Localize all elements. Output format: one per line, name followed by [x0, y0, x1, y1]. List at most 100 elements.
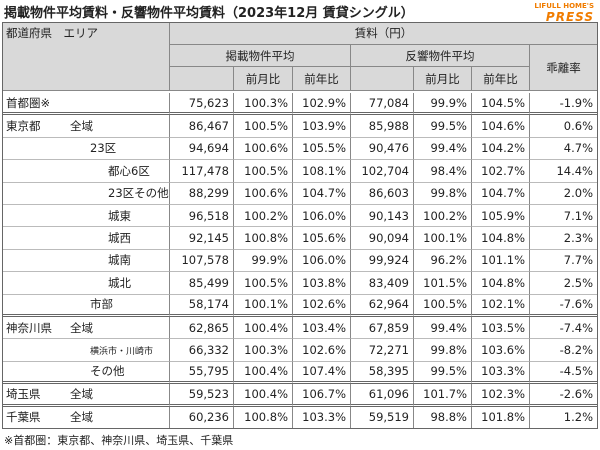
- value-cell: 90,476: [351, 137, 414, 161]
- value-cell: 106.0%: [293, 205, 351, 228]
- footnote: ※首都圏：東京都、神奈川県、埼玉県、千葉県: [4, 434, 234, 447]
- value-cell: 99.9%: [234, 249, 293, 273]
- area-name: 千葉県: [6, 410, 41, 425]
- value-cell: 101.1%: [472, 249, 530, 273]
- value-cell: 58,395: [351, 361, 414, 385]
- value-cell: -2.6%: [530, 384, 598, 407]
- area-name: 城東: [108, 208, 131, 223]
- value-cell: 102.9%: [293, 93, 351, 116]
- header-mom: 前月比: [234, 67, 293, 91]
- value-cell: -8.2%: [530, 339, 598, 362]
- value-cell: 107,578: [170, 249, 234, 273]
- area-cell: 市部: [2, 294, 170, 317]
- value-cell: 83,409: [351, 272, 414, 295]
- value-cell: 100.5%: [234, 115, 293, 138]
- value-cell: 100.6%: [234, 137, 293, 161]
- value-cell: 66,332: [170, 339, 234, 362]
- value-cell: 117,478: [170, 160, 234, 183]
- value-cell: 102.3%: [472, 384, 530, 407]
- area-name: 市部: [90, 297, 113, 312]
- value-cell: 100.5%: [234, 160, 293, 183]
- header-mom: 前月比: [414, 67, 472, 91]
- value-cell: 2.3%: [530, 227, 598, 250]
- value-cell: 99.9%: [414, 93, 472, 116]
- value-cell: 104.8%: [472, 227, 530, 250]
- value-cell: 104.7%: [472, 182, 530, 205]
- area-name: 23区: [90, 141, 117, 156]
- value-cell: 106.7%: [293, 384, 351, 407]
- value-cell: 106.0%: [293, 249, 351, 273]
- value-cell: 103.4%: [293, 317, 351, 340]
- value-cell: 100.6%: [234, 182, 293, 205]
- value-cell: 99.5%: [414, 115, 472, 138]
- value-cell: 103.5%: [472, 317, 530, 340]
- value-cell: 104.6%: [472, 115, 530, 138]
- value-cell: 67,859: [351, 317, 414, 340]
- area-name: 城南: [108, 253, 131, 268]
- area-name: 埼玉県: [6, 386, 41, 401]
- header-area: 都道府県 エリア: [2, 22, 170, 91]
- value-cell: 101.8%: [472, 406, 530, 429]
- area-scope: 全域: [70, 320, 93, 335]
- value-cell: 14.4%: [530, 160, 598, 183]
- value-cell: 103.3%: [293, 406, 351, 429]
- value-cell: 2.0%: [530, 182, 598, 205]
- value-cell: 85,988: [351, 115, 414, 138]
- value-cell: 100.5%: [414, 294, 472, 317]
- value-cell: 103.6%: [472, 339, 530, 362]
- value-cell: 61,096: [351, 384, 414, 407]
- value-cell: 88,299: [170, 182, 234, 205]
- area-cell: 東京都 全域: [2, 115, 170, 138]
- header-yoy: 前年比: [472, 67, 530, 91]
- value-cell: 85,499: [170, 272, 234, 295]
- value-cell: 100.8%: [234, 227, 293, 250]
- area-cell: 城北: [2, 272, 170, 295]
- value-cell: 100.1%: [414, 227, 472, 250]
- value-cell: 99.8%: [414, 339, 472, 362]
- value-cell: 100.4%: [234, 317, 293, 340]
- value-cell: 104.7%: [293, 182, 351, 205]
- value-cell: 90,094: [351, 227, 414, 250]
- value-cell: 1.2%: [530, 406, 598, 429]
- value-cell: 62,964: [351, 294, 414, 317]
- value-cell: 102.7%: [472, 160, 530, 183]
- area-cell: その他: [2, 361, 170, 385]
- value-cell: 92,145: [170, 227, 234, 250]
- value-cell: 103.3%: [472, 361, 530, 385]
- value-cell: 62,865: [170, 317, 234, 340]
- value-cell: 108.1%: [293, 160, 351, 183]
- value-cell: 103.8%: [293, 272, 351, 295]
- value-cell: 0.6%: [530, 115, 598, 138]
- area-name: 都心6区: [108, 163, 150, 178]
- area-cell: 首都圏※: [2, 93, 170, 116]
- area-cell: 23区: [2, 137, 170, 161]
- value-cell: 102.1%: [472, 294, 530, 317]
- value-cell: 75,623: [170, 93, 234, 116]
- value-cell: 59,523: [170, 384, 234, 407]
- value-cell: 105.6%: [293, 227, 351, 250]
- area-cell: 23区その他: [2, 182, 170, 205]
- area-cell: 神奈川県 全域: [2, 317, 170, 340]
- area-cell: 千葉県 全域: [2, 406, 170, 429]
- value-cell: 60,236: [170, 406, 234, 429]
- header-yoy: 前年比: [293, 67, 351, 91]
- value-cell: 72,271: [351, 339, 414, 362]
- value-cell: 100.4%: [234, 384, 293, 407]
- header-blank: [351, 67, 414, 91]
- value-cell: 102.6%: [293, 339, 351, 362]
- value-cell: 77,084: [351, 93, 414, 116]
- value-cell: 100.2%: [234, 205, 293, 228]
- value-cell: -7.4%: [530, 317, 598, 340]
- value-cell: 99,924: [351, 249, 414, 273]
- value-cell: 100.8%: [234, 406, 293, 429]
- value-cell: 100.1%: [234, 294, 293, 317]
- value-cell: 4.7%: [530, 137, 598, 161]
- header-listing: 掲載物件平均: [170, 45, 351, 67]
- logo-top: LIFULL HOME'S: [534, 2, 594, 10]
- value-cell: 100.4%: [234, 361, 293, 385]
- value-cell: 100.3%: [234, 93, 293, 116]
- value-cell: 100.3%: [234, 339, 293, 362]
- value-cell: 101.7%: [414, 384, 472, 407]
- area-cell: 都心6区: [2, 160, 170, 183]
